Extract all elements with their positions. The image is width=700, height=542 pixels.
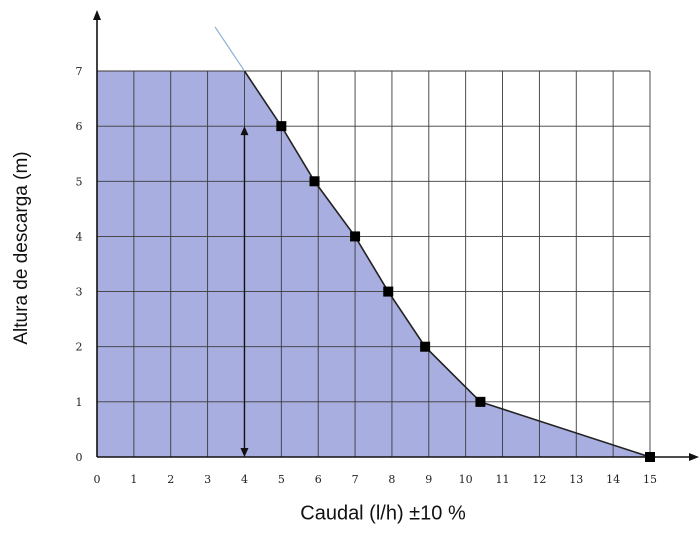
range-arrow-head-top	[240, 126, 249, 136]
x-axis-arrowhead	[689, 453, 699, 461]
x-tick-label-15: 15	[643, 473, 657, 486]
markers-layer	[276, 121, 655, 462]
x-tick-label-7: 7	[352, 473, 359, 486]
x-tick-label-6: 6	[315, 473, 322, 486]
x-tick-label-14: 14	[606, 473, 620, 486]
y-tick-label-2: 2	[76, 341, 83, 354]
x-tick-label-4: 4	[241, 473, 248, 486]
area-fill-layer	[97, 71, 650, 457]
y-tick-label-6: 6	[76, 120, 83, 133]
data-point-2	[350, 231, 361, 242]
data-point-0	[276, 121, 287, 132]
data-point-1	[309, 176, 320, 187]
x-tick-label-12: 12	[532, 473, 546, 486]
area-fill	[97, 71, 650, 457]
x-tick-label-13: 13	[569, 473, 583, 486]
performance-curve	[243, 70, 651, 458]
curve-layer	[214, 26, 651, 458]
x-tick-label-0: 0	[94, 473, 101, 486]
x-tick-label-10: 10	[459, 473, 473, 486]
y-tick-label-1: 1	[76, 396, 83, 409]
y-axis-arrowhead	[93, 10, 101, 20]
data-point-4	[420, 341, 431, 352]
grid-layer	[96, 70, 651, 458]
x-tick-label-8: 8	[388, 473, 395, 486]
x-tick-label-1: 1	[130, 473, 137, 486]
axes-layer	[93, 10, 699, 461]
y-tick-label-5: 5	[76, 175, 83, 188]
x-tick-label-9: 9	[425, 473, 432, 486]
curve-extension-line	[214, 26, 245, 72]
y-tick-label-4: 4	[76, 230, 83, 243]
range-arrow-head-bottom	[240, 448, 249, 457]
x-axis-label: Caudal (l/h) ±10 %	[300, 502, 466, 525]
x-tick-label-11: 11	[496, 473, 510, 486]
data-point-3	[383, 286, 394, 297]
x-tick-label-5: 5	[278, 473, 285, 486]
y-axis-label: Altura de descarga (m)	[11, 151, 32, 345]
y-tick-label-3: 3	[76, 286, 83, 299]
y-tick-label-7: 7	[76, 65, 83, 78]
data-point-5	[475, 396, 486, 407]
data-point-6	[645, 452, 655, 462]
x-tick-label-2: 2	[167, 473, 174, 486]
x-tick-label-3: 3	[204, 473, 211, 486]
y-tick-label-0: 0	[76, 451, 83, 464]
